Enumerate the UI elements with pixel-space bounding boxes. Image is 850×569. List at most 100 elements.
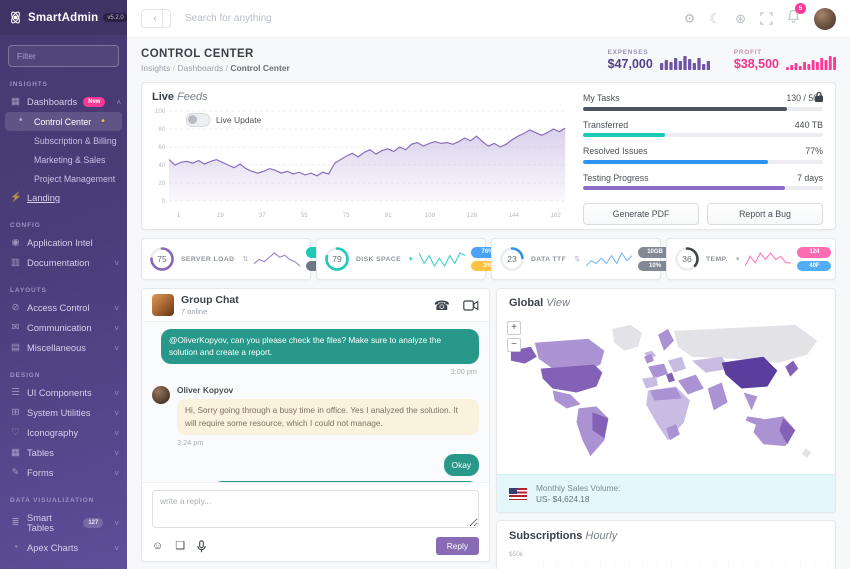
stat-temp: 36 TEMP. ▾ 124 40F bbox=[666, 238, 836, 280]
dark-mode-moon-icon[interactable]: ☾ bbox=[709, 11, 722, 26]
global-view-card: Global View + − bbox=[496, 288, 836, 513]
search-input[interactable] bbox=[183, 12, 672, 25]
progress-bar bbox=[583, 106, 787, 111]
reply-input[interactable] bbox=[152, 490, 479, 528]
sidebar-item-marketing-sales[interactable]: Marketing & Sales bbox=[34, 154, 106, 165]
status-badge: 124 bbox=[797, 246, 832, 258]
chat-message-list[interactable]: @OliverKopyov, can you please check the … bbox=[142, 321, 489, 483]
status-badge: 40F bbox=[797, 260, 832, 272]
sidebar-filter-input[interactable] bbox=[8, 45, 119, 67]
sidebar-item-application-intel[interactable]: ◉ Application Intel bbox=[11, 237, 93, 249]
breadcrumb-insights[interactable]: Insights bbox=[141, 62, 171, 73]
sidebar-item-project-management[interactable]: Project Management bbox=[34, 173, 116, 184]
sidebar-item-iconography[interactable]: ♡ Iconography ˅ bbox=[11, 427, 119, 439]
report-bug-button[interactable]: Report a Bug bbox=[707, 203, 823, 225]
expenses-label: EXPENSES bbox=[607, 49, 649, 56]
chat-message-sent: @GeraldChait, can you please help @Olive… bbox=[212, 481, 479, 482]
sidebar-item-control-center[interactable]: • Control Center • bbox=[5, 112, 122, 132]
stat-server-load: 75 SERVER LOAD ⇅ 97% 64% bbox=[141, 238, 341, 280]
settings-gear-icon[interactable]: ⚙ bbox=[683, 11, 696, 26]
emoji-icon[interactable]: ☺ bbox=[152, 539, 164, 552]
ban-icon: ⊘ bbox=[11, 302, 20, 314]
us-flag-icon bbox=[509, 487, 527, 500]
lock-icon[interactable] bbox=[814, 91, 824, 103]
breadcrumb-dashboards[interactable]: Dashboards bbox=[170, 63, 223, 73]
chevron-down-icon: ˅ bbox=[114, 343, 119, 353]
svg-text:79: 79 bbox=[332, 254, 342, 264]
notifications-bell-icon[interactable]: 5 bbox=[787, 3, 806, 28]
sidebar-item-landing[interactable]: ⚡ Landing bbox=[10, 192, 61, 204]
map-zoom-in-button[interactable]: + bbox=[507, 321, 521, 335]
monthly-sales-footer: Monthly Sales Volume: US- $4,624.18 bbox=[497, 474, 835, 512]
brand-logo-icon bbox=[11, 11, 20, 24]
stat-data-ttf: 23 DATA TTF ⇅ 10GB 10% bbox=[491, 238, 673, 280]
chevron-down-icon: ˅ bbox=[114, 408, 119, 418]
stats-row: 75 SERVER LOAD ⇅ 97% 64% 79 DISK SPACE ▾ bbox=[141, 238, 836, 280]
reply-send-button[interactable]: Reply bbox=[435, 537, 479, 555]
subscriptions-title: Subscriptions Hourly bbox=[509, 530, 618, 542]
subscriptions-card: Subscriptions Hourly $50k bbox=[496, 520, 836, 569]
breadcrumb-control-center: Control Center bbox=[223, 63, 290, 73]
microphone-icon[interactable] bbox=[197, 539, 206, 553]
status-badge: 3% bbox=[470, 260, 505, 272]
y-axis-tick: $50k bbox=[509, 551, 524, 558]
brand-logo-row[interactable]: SmartAdmin v5.2.0 bbox=[0, 0, 127, 35]
sidebar-collapse-button[interactable]: ‹ bbox=[141, 9, 171, 28]
layers-icon: ▤ bbox=[11, 342, 20, 354]
sidebar-item-apex-charts[interactable]: ◔ Apex Charts ˅ bbox=[0, 538, 127, 558]
section-label-config: CONFIG bbox=[10, 222, 41, 230]
map-zoom-out-button[interactable]: − bbox=[507, 338, 521, 352]
sidebar-item-forms[interactable]: ✎ Forms ˅ bbox=[11, 467, 119, 479]
collapse-arrow-icon: ‹ bbox=[148, 10, 163, 27]
svg-text:73: 73 bbox=[343, 212, 350, 219]
subscriptions-chart: $50k bbox=[509, 551, 829, 569]
sidebar-item-communication[interactable]: ✉ Communication ˅ bbox=[11, 322, 119, 334]
video-call-icon[interactable] bbox=[463, 299, 479, 311]
sidebar-item-miscellaneous[interactable]: ▤ Miscellaneous ˅ bbox=[11, 342, 119, 354]
status-badge: 76% bbox=[470, 246, 505, 258]
target-icon: ◉ bbox=[11, 237, 20, 249]
shortcuts-wheel-icon[interactable]: ⊛ bbox=[735, 11, 746, 26]
attach-file-icon[interactable]: ❏ bbox=[175, 539, 186, 552]
chevron-down-icon: ˅ bbox=[114, 323, 119, 333]
sidebar-item-smart-tables[interactable]: ≣ Smart Tables 127 ˅ bbox=[11, 513, 119, 534]
live-update-toggle[interactable] bbox=[186, 113, 210, 127]
svg-text:80: 80 bbox=[158, 126, 165, 133]
sidebar-item-subscription-billing[interactable]: Subscription & Billing bbox=[34, 135, 117, 146]
svg-text:0: 0 bbox=[162, 198, 166, 205]
chevron-down-icon: ˅ bbox=[114, 388, 119, 398]
lightning-icon: ⚡ bbox=[10, 192, 22, 204]
chevron-down-icon: ˅ bbox=[114, 428, 119, 438]
sidebar-item-system-utilities[interactable]: ⊞ System Utilities ˅ bbox=[11, 407, 119, 419]
sidebar-item-dashboards[interactable]: ▦ Dashboards New ˄ bbox=[11, 96, 122, 108]
world-choropleth-map[interactable] bbox=[497, 309, 835, 474]
table-icon: ▦ bbox=[11, 447, 20, 459]
count-badge: 127 bbox=[83, 518, 104, 529]
global-view-title: Global View bbox=[509, 297, 570, 309]
sort-arrows-icon[interactable]: ⇅ bbox=[574, 256, 581, 263]
temp-donut: 36 bbox=[675, 247, 699, 271]
disk-space-donut: 79 bbox=[325, 247, 349, 271]
sort-arrow-icon[interactable]: ▾ bbox=[409, 256, 413, 263]
group-avatar[interactable] bbox=[152, 294, 174, 316]
chevron-down-icon: ˅ bbox=[114, 303, 119, 313]
sort-arrows-icon[interactable]: ⇅ bbox=[242, 256, 249, 263]
sidebar-item-ui-components[interactable]: ☰ UI Components ˅ bbox=[11, 387, 119, 399]
live-feeds-card: Live Feeds 0 20 40 60 80 100 1 19 37 55 73 91 108 126… bbox=[141, 82, 836, 230]
avatar[interactable] bbox=[152, 385, 170, 404]
pencil-icon: ✎ bbox=[11, 467, 20, 479]
phone-call-icon[interactable]: ☎ bbox=[433, 297, 450, 313]
grid-icon: ▦ bbox=[11, 96, 20, 108]
generate-pdf-button[interactable]: Generate PDF bbox=[583, 203, 699, 225]
sidebar-item-tables[interactable]: ▦ Tables ˅ bbox=[11, 447, 119, 459]
user-avatar[interactable] bbox=[814, 7, 836, 30]
box-icon: ⊞ bbox=[11, 407, 20, 419]
database-icon: ≣ bbox=[11, 517, 20, 529]
sidebar-item-documentation[interactable]: ▥ Documentation ˅ bbox=[11, 257, 119, 269]
status-badge: 10GB bbox=[638, 246, 673, 258]
sidebar-item-access-control[interactable]: ⊘ Access Control ˅ bbox=[11, 302, 119, 314]
progress-bar bbox=[583, 133, 665, 137]
sort-arrow-icon[interactable]: ▾ bbox=[735, 256, 740, 263]
sales-volume-value: US- $4,624.18 bbox=[536, 494, 590, 505]
fullscreen-icon[interactable] bbox=[760, 12, 773, 25]
